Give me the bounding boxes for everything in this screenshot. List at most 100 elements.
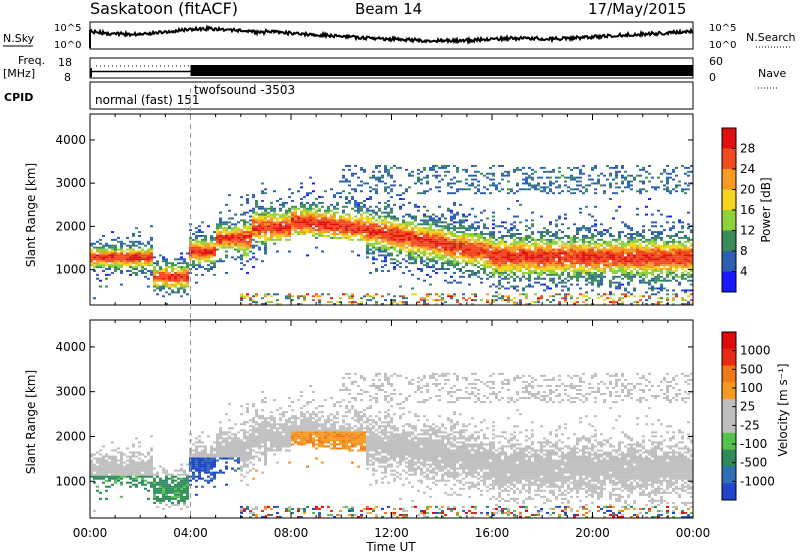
power-cell (510, 254, 513, 256)
power-cell (540, 260, 543, 262)
power-cell (417, 192, 420, 194)
power-cell (135, 264, 138, 266)
power-cell (666, 272, 669, 274)
power-cell (399, 252, 402, 254)
power-cell (438, 239, 441, 241)
power-cell (534, 272, 537, 274)
power-cell (474, 171, 477, 173)
power-cell (186, 286, 189, 288)
power-cell (447, 245, 450, 247)
power-cell (594, 258, 597, 260)
power-cell (615, 251, 618, 253)
power-cell (612, 268, 615, 270)
power-cell (570, 284, 573, 286)
power-cell (339, 217, 342, 219)
power-cell (249, 247, 252, 249)
power-cell (270, 225, 273, 227)
power-cell (555, 274, 558, 276)
power-cell (261, 243, 264, 245)
power-cell (228, 235, 231, 237)
power-cell (492, 245, 495, 247)
power-cell (618, 237, 621, 239)
power-cell (666, 299, 669, 301)
power-cell (489, 245, 492, 247)
power-cell (609, 264, 612, 266)
power-cell (345, 198, 348, 200)
power-cell (408, 225, 411, 227)
velocity-cell (138, 441, 141, 443)
power-cell (627, 284, 630, 286)
power-cell (534, 254, 537, 256)
power-cell (543, 243, 546, 245)
power-cell (345, 231, 348, 233)
power-cell (516, 245, 519, 247)
power-cell (621, 249, 624, 251)
power-cell (267, 237, 270, 239)
power-cell (315, 237, 318, 239)
power-cell (543, 190, 546, 192)
power-cell (555, 254, 558, 256)
power-cell (588, 184, 591, 186)
power-cell (414, 216, 417, 218)
power-cell (264, 216, 267, 218)
power-cell (444, 217, 447, 219)
power-cell (567, 258, 570, 260)
power-cell (492, 254, 495, 256)
power-cell (591, 289, 594, 291)
power-cell (399, 231, 402, 233)
power-cell (459, 262, 462, 264)
power-cell (384, 235, 387, 237)
power-cell (486, 188, 489, 190)
power-cell (525, 249, 528, 251)
power-cell (204, 258, 207, 260)
power-cell (288, 235, 291, 237)
power-cell (279, 210, 282, 212)
power-cell (501, 175, 504, 177)
power-cell (120, 247, 123, 249)
power-cell (648, 272, 651, 274)
power-cell (435, 243, 438, 245)
power-cell (492, 247, 495, 249)
power-cell (306, 217, 309, 219)
power-cell (456, 235, 459, 237)
power-cell (180, 287, 183, 289)
power-cell (573, 264, 576, 266)
power-cell (576, 252, 579, 254)
power-cell (597, 284, 600, 286)
power-cell (516, 190, 519, 192)
power-cell (321, 196, 324, 198)
power-cell (639, 268, 642, 270)
power-cell (234, 243, 237, 245)
power-cell (633, 295, 636, 297)
power-cell (522, 272, 525, 274)
power-cell (105, 278, 108, 280)
freq-label-line2: [MHz] (3, 67, 35, 80)
power-cell (288, 233, 291, 235)
power-cell (639, 295, 642, 297)
power-cell (537, 231, 540, 233)
power-cell (405, 221, 408, 223)
power-cell (141, 262, 144, 264)
power-cell (666, 280, 669, 282)
velocity-cell (135, 462, 138, 464)
power-cell (285, 202, 288, 204)
power-cell (459, 254, 462, 256)
power-cell (489, 276, 492, 278)
power-cell (642, 272, 645, 274)
power-cell (381, 216, 384, 218)
power-cell (681, 299, 684, 301)
power-cell (138, 270, 141, 272)
power-cell (570, 295, 573, 297)
velocity-cell (144, 466, 147, 468)
power-cell (615, 186, 618, 188)
power-cell (246, 293, 249, 295)
power-cell (576, 188, 579, 190)
power-cell (156, 276, 159, 278)
power-cell (528, 260, 531, 262)
power-cell (459, 270, 462, 272)
power-cell (540, 167, 543, 169)
power-cell (381, 260, 384, 262)
power-cell (141, 254, 144, 256)
velocity-cell (120, 464, 123, 466)
power-cell (624, 235, 627, 237)
